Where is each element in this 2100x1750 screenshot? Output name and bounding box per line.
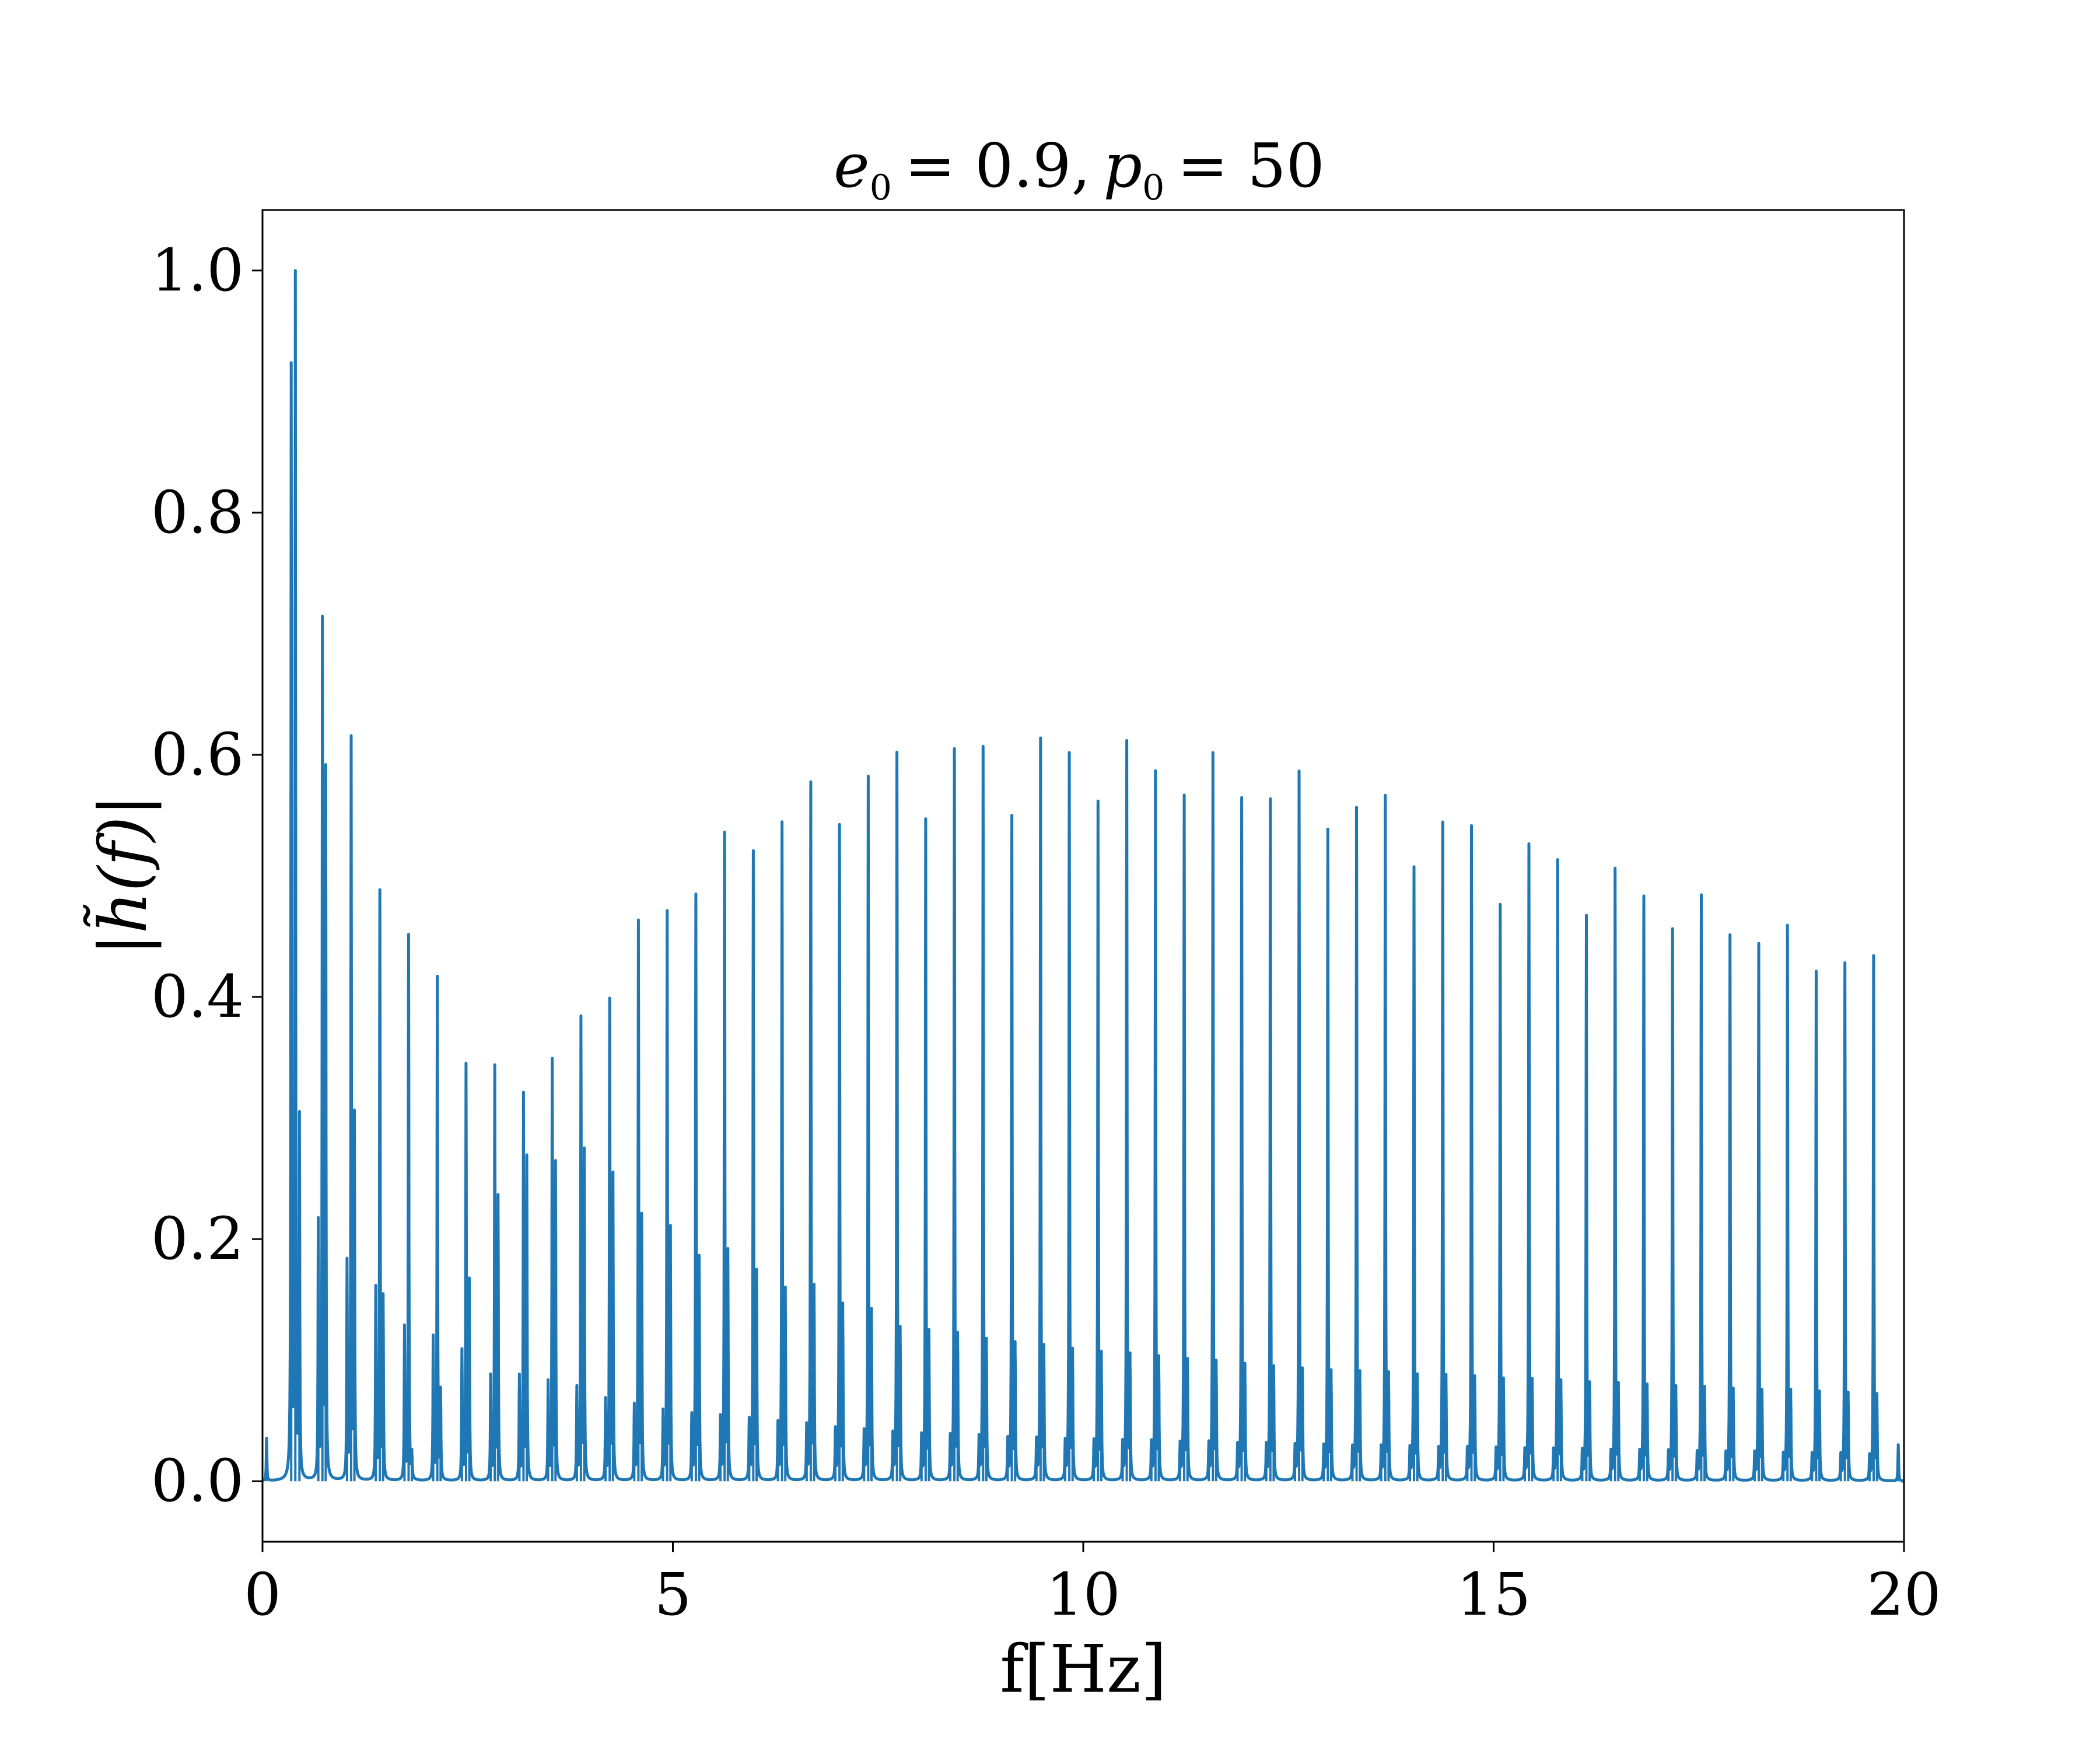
chart-title: e0 = 0.9, p0 = 50 xyxy=(834,130,1325,208)
y-tick-label: 0.2 xyxy=(151,1205,244,1273)
x-tick-label: 10 xyxy=(1046,1560,1120,1629)
y-axis: 0.0 0.2 0.4 0.6 0.8 1.0 xyxy=(151,236,262,1515)
y-tick-label: 0.0 xyxy=(151,1447,244,1515)
plot-background xyxy=(262,210,1904,1542)
x-tick-label: 20 xyxy=(1867,1560,1941,1629)
y-tick-label: 0.4 xyxy=(151,963,244,1031)
y-tick-label: 0.6 xyxy=(151,720,244,789)
y-tick-label: 1.0 xyxy=(151,236,244,304)
x-tick-label: 15 xyxy=(1457,1560,1531,1629)
y-tick-label: 0.8 xyxy=(151,478,244,547)
series-layer xyxy=(261,269,1906,1483)
y-axis-label: |h̃(f)| xyxy=(83,794,162,956)
spectrum-line xyxy=(261,269,1906,1483)
plot-area xyxy=(261,209,1906,1543)
x-tick-label: 5 xyxy=(654,1560,692,1629)
x-tick-label: 0 xyxy=(244,1560,281,1629)
x-axis-label: f[Hz] xyxy=(1000,1632,1167,1707)
x-axis: 0 5 10 15 20 xyxy=(244,1542,1941,1629)
